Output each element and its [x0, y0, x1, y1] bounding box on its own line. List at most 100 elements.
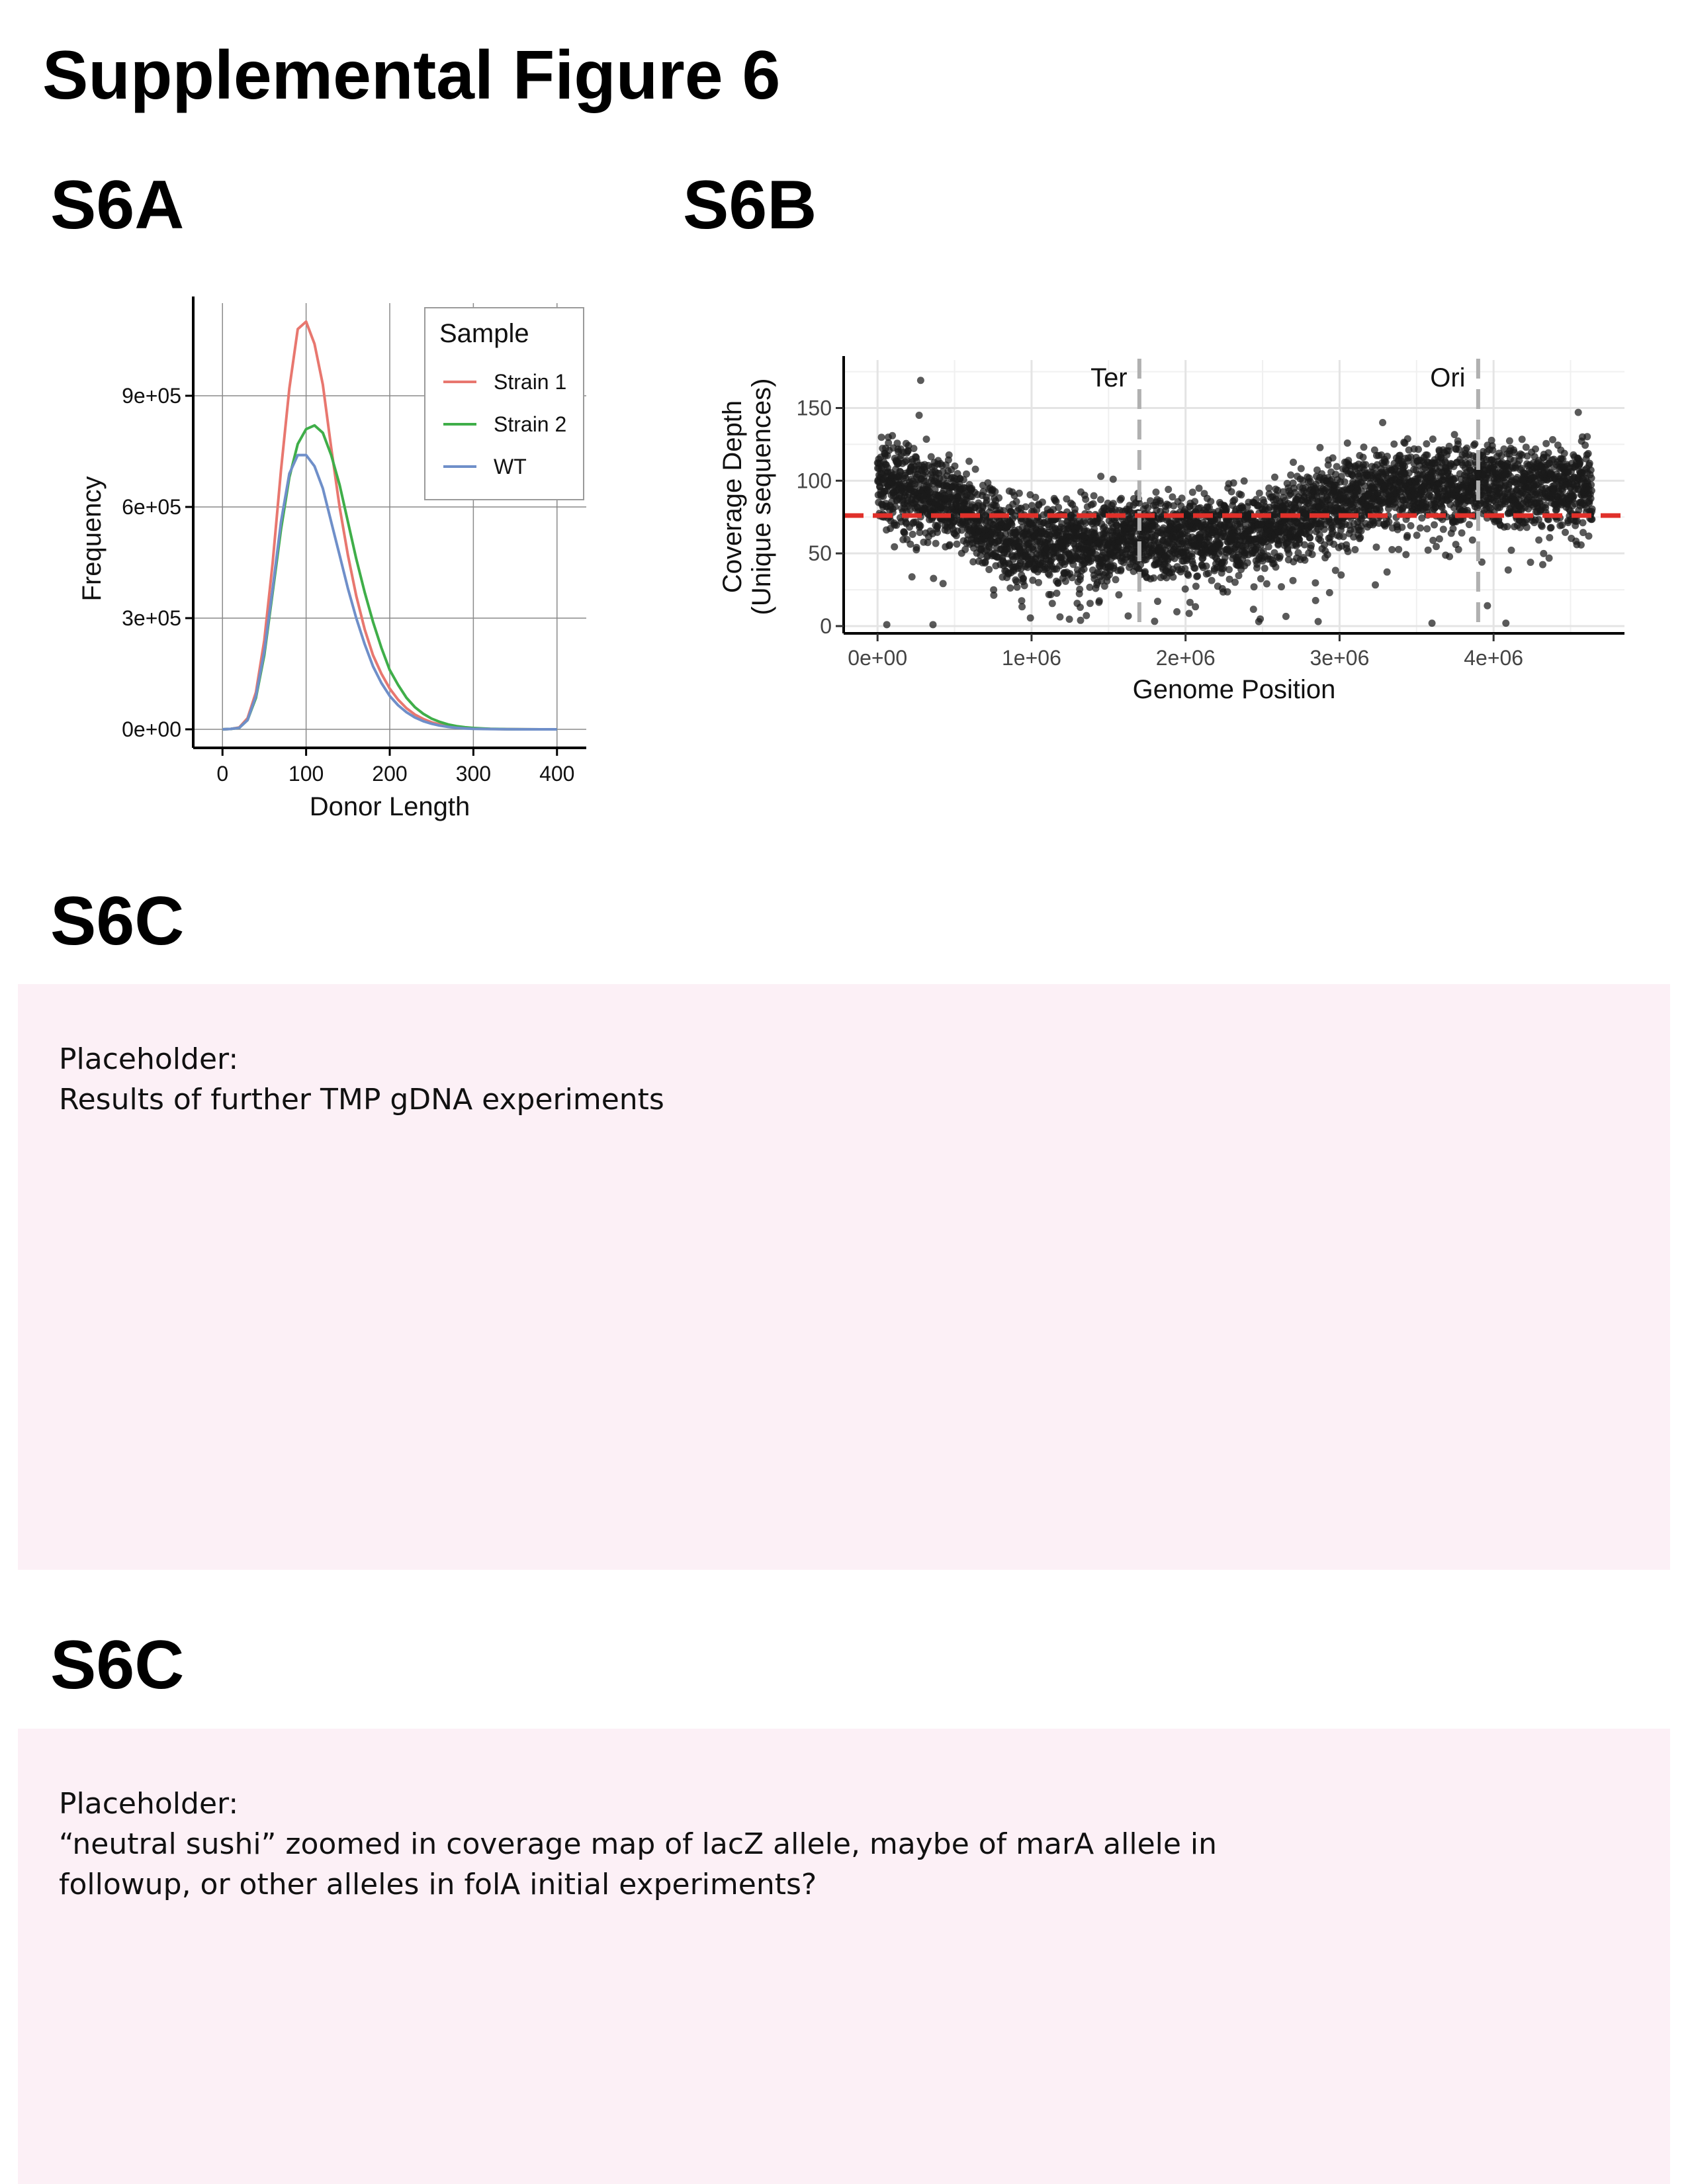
data-point [1240, 477, 1248, 485]
data-point [1028, 502, 1036, 510]
data-point [1206, 504, 1213, 512]
outlier-point [1379, 418, 1387, 426]
data-point [1216, 540, 1224, 548]
data-point [1015, 489, 1023, 497]
data-point [1032, 494, 1040, 501]
data-point [961, 545, 969, 553]
data-point [944, 527, 952, 535]
data-point [1301, 556, 1309, 564]
data-point [1000, 507, 1007, 515]
data-point [1314, 617, 1322, 625]
y-tick-label: 0e+00 [122, 717, 181, 741]
data-point [927, 453, 935, 461]
data-point [1327, 476, 1335, 483]
data-point [1178, 494, 1186, 502]
x-tick-label: 4e+06 [1464, 646, 1523, 670]
data-point [1278, 583, 1285, 591]
data-point [1054, 579, 1062, 587]
data-point [1265, 484, 1273, 492]
data-point [1547, 523, 1555, 531]
data-point [1225, 575, 1233, 583]
data-point [1263, 580, 1270, 588]
data-point [1497, 452, 1505, 460]
data-point [1195, 484, 1203, 492]
data-point [908, 573, 916, 581]
data-point [1204, 569, 1212, 577]
data-point [1038, 498, 1046, 506]
data-point [1540, 549, 1548, 557]
data-point [1454, 440, 1462, 448]
data-point [1086, 600, 1094, 608]
outlier-point [1097, 473, 1105, 480]
data-point [1538, 522, 1546, 530]
legend-a: Sample Strain 1 Strain 2 WT [424, 307, 584, 500]
data-point [1587, 466, 1595, 474]
data-point [1297, 465, 1305, 473]
x-axis-title: Genome Position [1133, 675, 1336, 704]
data-point [995, 494, 1003, 502]
data-point [1539, 561, 1546, 569]
data-point [1423, 440, 1431, 448]
placeholder-box-second [18, 1729, 1670, 2184]
data-point [1429, 537, 1437, 544]
placeholder-line: followup, or other alleles in folA initi… [59, 1868, 817, 1901]
data-point [1071, 505, 1079, 513]
panel-label-s6c-second: S6C [50, 1627, 185, 1704]
y-tick-label: 0 [820, 614, 832, 638]
data-point [885, 439, 893, 447]
x-tick-label: 3e+06 [1310, 646, 1369, 670]
data-point [934, 528, 941, 536]
data-point [1162, 507, 1170, 515]
data-point [1289, 576, 1297, 584]
data-point [1468, 536, 1476, 544]
data-point [1316, 443, 1324, 451]
data-point [1095, 597, 1103, 605]
data-point [1562, 528, 1569, 536]
y-axis-title: Frequency [77, 477, 107, 602]
data-point [1536, 498, 1544, 505]
y-axis-title-line: Coverage Depth [718, 400, 747, 593]
data-point [939, 580, 947, 588]
placeholder-box-first [18, 984, 1670, 1570]
data-point [1184, 571, 1192, 579]
placeholder-line: Results of further TMP gDNA experiments [59, 1083, 664, 1116]
data-point [1274, 486, 1282, 494]
data-point [1080, 565, 1088, 573]
data-point [1398, 523, 1406, 531]
data-point [990, 591, 998, 599]
data-point [1388, 546, 1396, 553]
data-point [891, 543, 899, 551]
data-point [1549, 435, 1556, 443]
plot-area-a: 0 100 200 300 400 0e+00 3e+05 6e+05 9e+05 Donor L… [77, 296, 586, 821]
outlier-point [1574, 408, 1582, 416]
data-point [1321, 541, 1329, 549]
data-point [1152, 488, 1160, 496]
data-point [1086, 583, 1094, 591]
data-point [1527, 559, 1534, 567]
data-point [1191, 565, 1199, 572]
data-point [932, 539, 940, 547]
data-point [1560, 449, 1568, 457]
data-point [1505, 437, 1513, 445]
data-point [1250, 583, 1258, 591]
series-line-wt [222, 453, 557, 731]
data-point [1249, 606, 1257, 614]
data-point [1382, 458, 1390, 466]
data-point [1445, 442, 1453, 450]
data-point [1026, 614, 1034, 622]
placeholder-text-second: Placeholder: “neutral sushi” zoomed in c… [59, 1784, 1217, 1905]
data-point [1076, 585, 1084, 593]
data-point [1585, 459, 1593, 467]
data-point [1096, 496, 1104, 504]
data-point [1433, 543, 1440, 551]
x-tick-label: 300 [456, 762, 491, 786]
data-point [1118, 494, 1125, 502]
scatter-points [873, 377, 1596, 629]
data-point [1488, 436, 1495, 444]
data-point [1343, 439, 1351, 447]
x-tick-label: 0 [216, 762, 228, 786]
data-point [1207, 498, 1215, 506]
outlier-point [883, 621, 891, 629]
outlier-point [915, 411, 923, 419]
data-point [1545, 554, 1553, 562]
